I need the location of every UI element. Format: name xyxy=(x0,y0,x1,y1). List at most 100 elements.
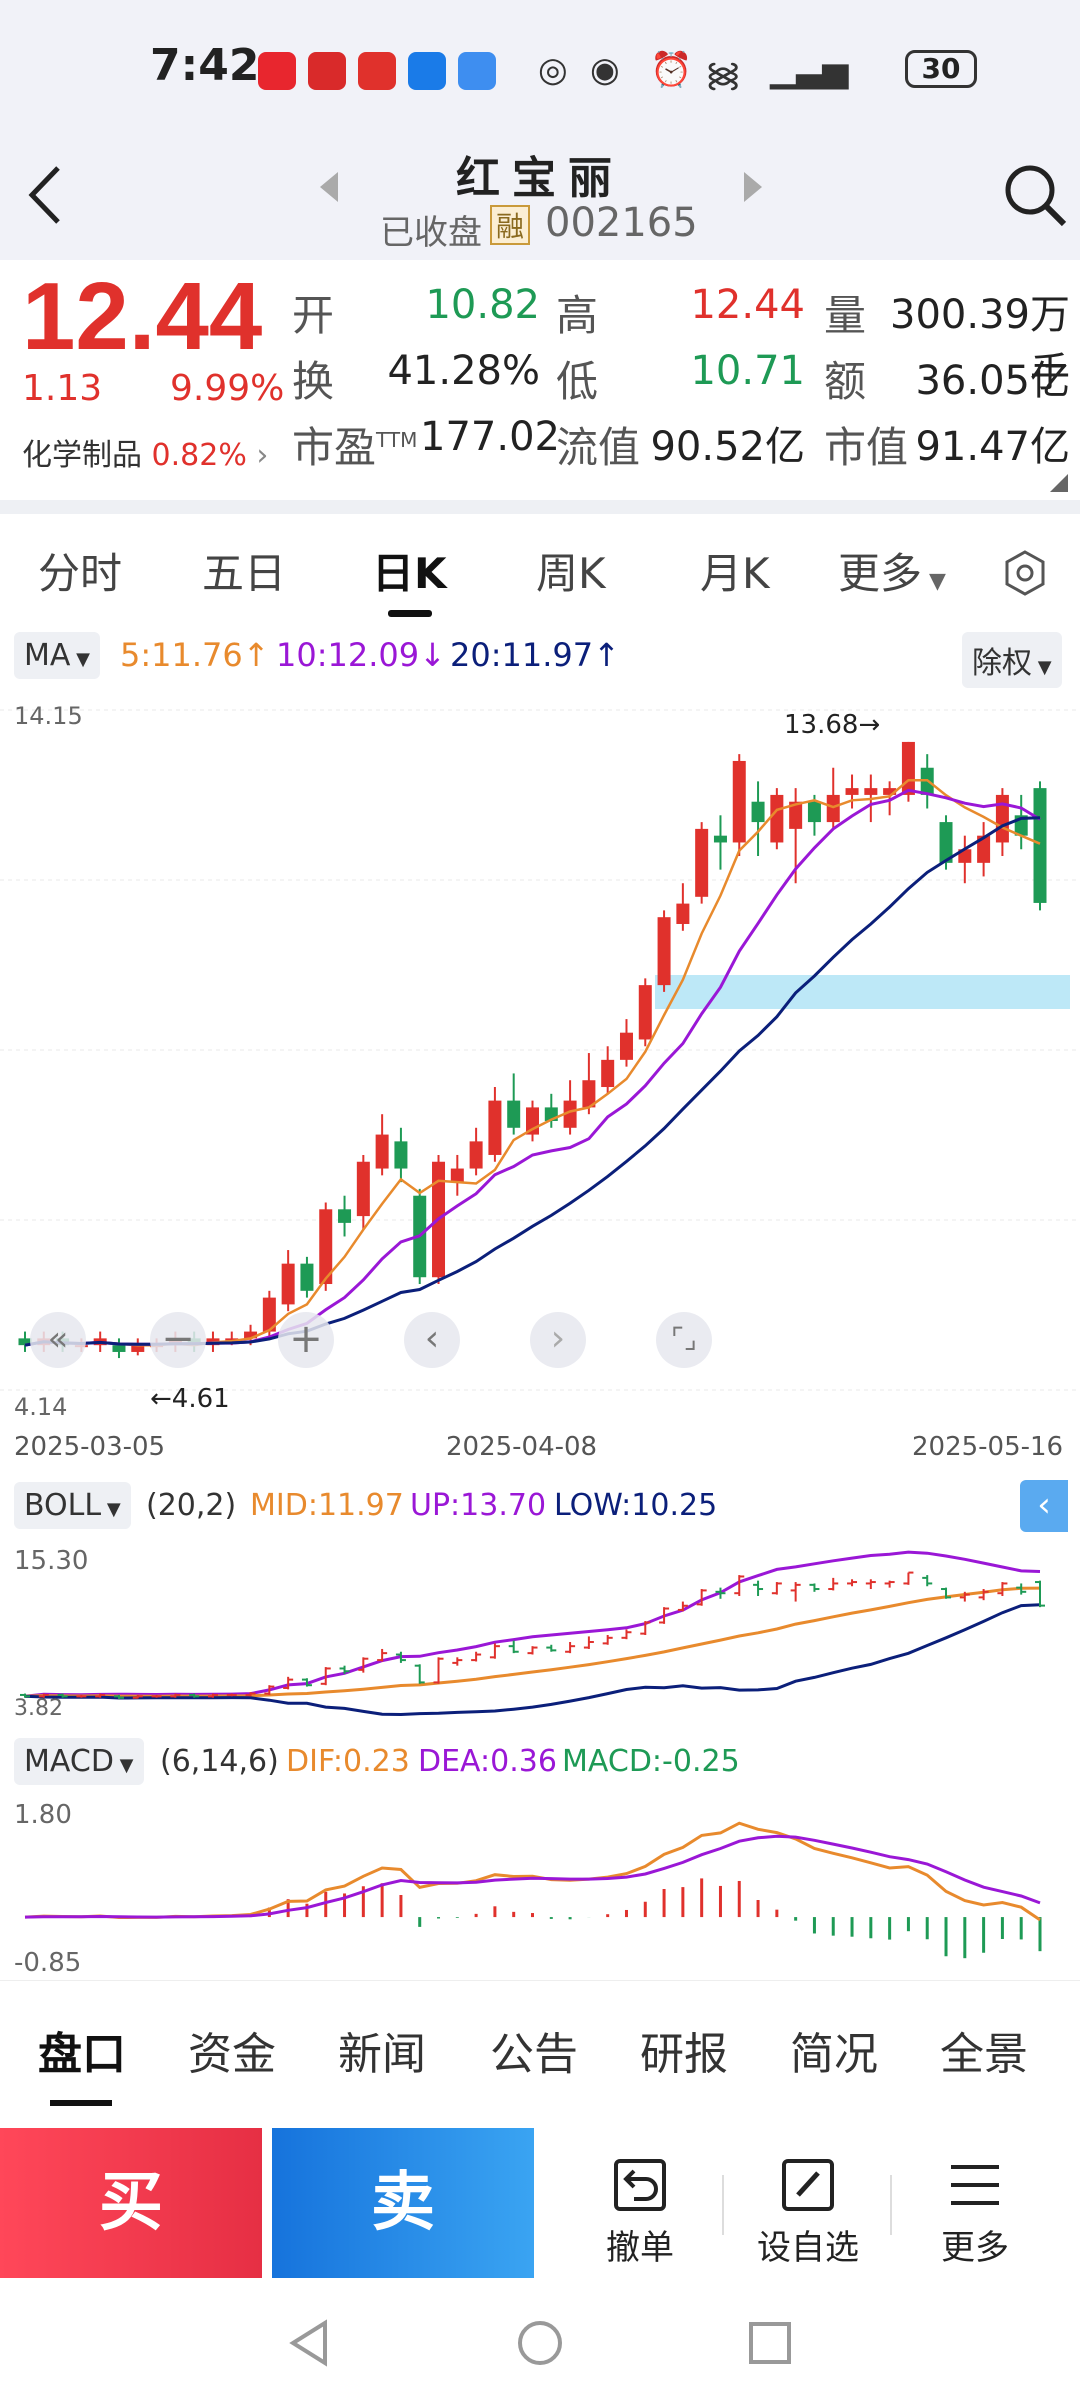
adjust-selector[interactable]: 除权 ▼ xyxy=(962,632,1062,688)
date-start: 2025-03-05 xyxy=(14,1432,166,1462)
volume-value: 300.39万手 xyxy=(890,292,1070,396)
candle xyxy=(789,801,803,829)
dea-line xyxy=(24,1834,1041,1919)
boll-up: UP:13.70 xyxy=(410,1488,547,1523)
divider xyxy=(890,2175,892,2235)
candle xyxy=(713,835,727,843)
app-notification-icon xyxy=(308,52,346,90)
back-icon[interactable] xyxy=(20,160,70,230)
float-cap-label: 流值 xyxy=(556,423,641,472)
sector-name: 化学制品 xyxy=(22,438,142,473)
candle xyxy=(281,1263,295,1305)
chevron-right-icon: › xyxy=(256,438,269,473)
boll-selector[interactable]: BOLL ▼ xyxy=(14,1482,131,1529)
scroll-left-icon[interactable]: ‹ xyxy=(404,1312,460,1368)
tab-five-day[interactable]: 五日 xyxy=(202,549,287,598)
boll-ymin: 3.82 xyxy=(14,1696,63,1721)
amount-value: 36.05亿 xyxy=(915,358,1070,404)
zoom-in-icon[interactable]: + xyxy=(278,1312,334,1368)
float-cap-value: 90.52亿 xyxy=(650,424,805,470)
cancel-order-label: 撤单 xyxy=(606,2228,674,2268)
amount-label: 额 xyxy=(824,357,867,406)
candle xyxy=(977,835,991,863)
buy-button[interactable]: 买 xyxy=(0,2128,262,2278)
low-marker: ←4.61 xyxy=(150,1384,230,1414)
app-notification-icon xyxy=(358,52,396,90)
candle xyxy=(18,1338,32,1346)
cancel-order-button[interactable]: 撤单 xyxy=(560,2150,720,2269)
sector-link[interactable]: 化学制品 0.82% › xyxy=(22,430,268,474)
low-label: 低 xyxy=(556,357,599,406)
candle xyxy=(695,828,709,897)
nav-home-icon[interactable] xyxy=(515,2318,565,2368)
prev-stock-icon[interactable] xyxy=(318,170,342,204)
sell-button[interactable]: 卖 xyxy=(272,2128,534,2278)
caret-down-icon: ▼ xyxy=(113,1755,134,1776)
margin-badge: 融 xyxy=(490,205,530,245)
search-icon[interactable] xyxy=(1002,162,1068,228)
tab-daily-k[interactable]: 日K xyxy=(372,549,447,598)
open-label: 开 xyxy=(292,291,335,340)
tab-news[interactable]: 新闻 xyxy=(338,2029,426,2080)
settings-icon[interactable] xyxy=(1000,548,1050,598)
boll-low: LOW:10.25 xyxy=(554,1488,718,1523)
kline-chart[interactable] xyxy=(0,690,1080,1450)
candle xyxy=(1033,788,1047,903)
high-label: 高 xyxy=(556,291,599,340)
pe-value: 177.02 xyxy=(420,414,560,460)
market-cap-value: 91.47亿 xyxy=(915,424,1070,470)
candle xyxy=(657,917,671,986)
tab-research[interactable]: 研报 xyxy=(640,2029,728,2080)
tab-profile[interactable]: 简况 xyxy=(790,2029,878,2080)
collapse-panel-icon[interactable]: ‹ xyxy=(1020,1480,1068,1532)
tab-overview[interactable]: 全景 xyxy=(940,2029,1028,2080)
app-notification-icon xyxy=(458,52,496,90)
rewind-icon[interactable]: « xyxy=(30,1312,86,1368)
tab-more[interactable]: 更多 ▼ xyxy=(838,540,946,601)
high-marker: 13.68→ xyxy=(784,710,881,740)
expand-corner-icon[interactable] xyxy=(1050,474,1068,492)
tab-order-book[interactable]: 盘口 xyxy=(38,2029,126,2080)
more-button[interactable]: 更多 xyxy=(895,2150,1055,2269)
more-label: 更多 xyxy=(941,2228,1009,2268)
nav-back-icon[interactable] xyxy=(285,2318,335,2368)
zoom-out-icon[interactable]: − xyxy=(150,1312,206,1368)
candle xyxy=(676,903,690,924)
candle xyxy=(262,1297,276,1332)
ma-selector[interactable]: MA ▼ xyxy=(14,632,100,679)
macd-params: (6,14,6) xyxy=(160,1744,279,1779)
high-value: 12.44 xyxy=(690,282,805,328)
tab-announcements[interactable]: 公告 xyxy=(490,2029,578,2080)
macd-selector[interactable]: MACD ▼ xyxy=(14,1738,144,1785)
status-time: 7:42 xyxy=(150,40,260,91)
tab-funds[interactable]: 资金 xyxy=(188,2029,276,2080)
candle xyxy=(582,1080,596,1108)
turnover-label: 换 xyxy=(292,357,335,406)
app-notification-icon xyxy=(258,52,296,90)
nav-recents-icon[interactable] xyxy=(745,2318,795,2368)
macd-dea: DEA:0.36 xyxy=(418,1744,557,1779)
pe-label: 市盈TTM xyxy=(292,423,418,472)
add-watchlist-button[interactable]: 设自选 xyxy=(728,2150,888,2269)
scroll-right-icon[interactable]: › xyxy=(530,1312,586,1368)
candle xyxy=(732,760,746,843)
candle xyxy=(845,788,859,795)
kline-ymax: 14.15 xyxy=(14,702,83,730)
candle xyxy=(826,794,840,823)
price-change-pct: 9.99% xyxy=(170,368,285,409)
adjust-label: 除权 xyxy=(972,646,1032,681)
tab-intraday[interactable]: 分时 xyxy=(38,549,123,598)
fullscreen-icon[interactable]: ⌜⌟ xyxy=(656,1312,712,1368)
info-tabs xyxy=(0,1980,1080,2111)
eye-icon: ◉ xyxy=(590,50,620,90)
tab-weekly-k[interactable]: 周K xyxy=(536,549,606,598)
tab-monthly-k[interactable]: 月K xyxy=(700,549,770,598)
candle xyxy=(883,788,897,795)
candle xyxy=(338,1209,352,1223)
kline-ymin: 4.14 xyxy=(14,1393,68,1421)
candle xyxy=(751,801,765,823)
next-stock-icon[interactable] xyxy=(740,170,764,204)
undo-icon xyxy=(614,2159,666,2211)
active-tab-indicator xyxy=(388,610,432,617)
candle xyxy=(619,1032,633,1060)
